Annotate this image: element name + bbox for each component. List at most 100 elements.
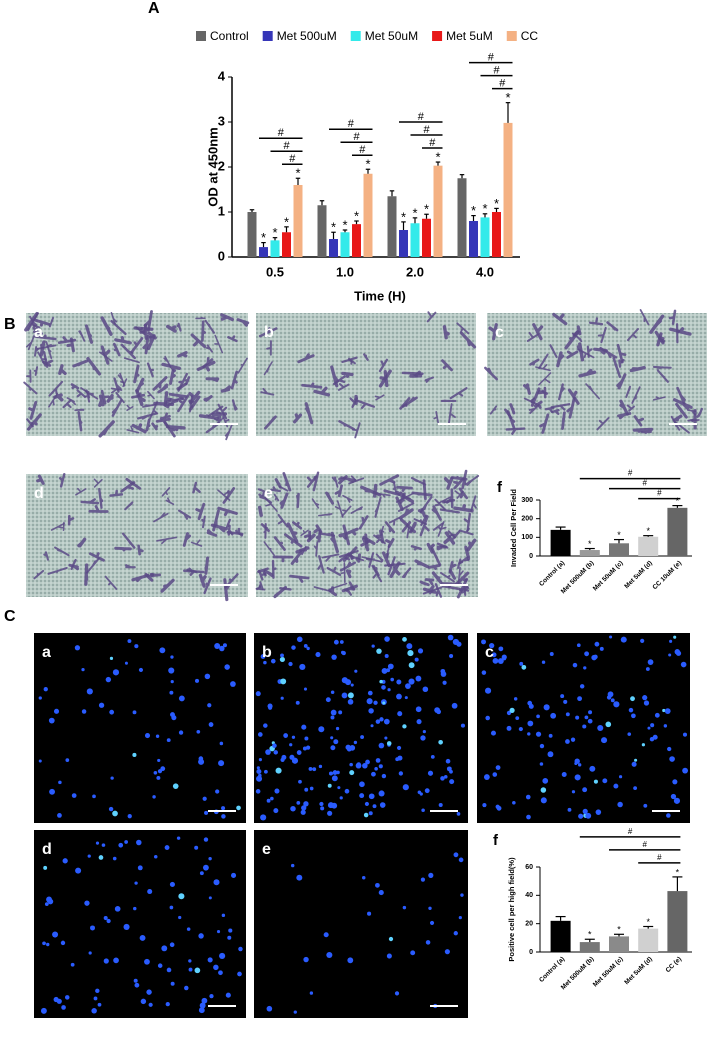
nucleus (647, 727, 650, 730)
x-tick-label: Control (a) (538, 956, 566, 984)
y-tick-label: 40 (525, 892, 533, 899)
bar (481, 217, 490, 257)
nucleus (385, 654, 389, 658)
nucleus (609, 635, 612, 638)
x-tick-label: CC 10uM (e) (652, 560, 684, 592)
nucleus (536, 714, 540, 718)
nucleus (417, 719, 422, 724)
nucleus (514, 697, 517, 700)
legend-swatch (263, 31, 273, 41)
nucleus (457, 812, 461, 816)
nucleus (566, 712, 570, 716)
nucleus (331, 710, 337, 716)
nucleus (63, 858, 68, 863)
bar (248, 212, 257, 257)
nucleus (188, 959, 191, 962)
nucleus (373, 701, 377, 705)
nucleus (369, 793, 375, 799)
nucleus (134, 983, 139, 988)
nucleus (405, 683, 411, 689)
nucleus (540, 744, 544, 748)
nucleus (665, 708, 671, 714)
panel-label: C (4, 608, 16, 625)
x-tick-label: Control (a) (538, 560, 566, 588)
nucleus (256, 789, 261, 794)
nucleus (267, 799, 271, 803)
nucleus (384, 736, 387, 739)
nucleus (215, 789, 219, 793)
image-label: b (262, 644, 272, 661)
nucleus (39, 760, 42, 763)
nucleus (304, 737, 308, 741)
nucleus (536, 732, 541, 737)
nucleus (337, 786, 340, 789)
nucleus (195, 967, 201, 973)
nucleus (376, 648, 381, 653)
nucleus (611, 698, 615, 702)
nucleus (379, 743, 385, 749)
nucleus (406, 643, 412, 649)
nucleus (430, 921, 434, 925)
nucleus (326, 697, 331, 702)
nucleus (331, 691, 335, 695)
panel-label: B (4, 316, 16, 333)
nucleus (170, 942, 175, 947)
nucleus (655, 713, 660, 718)
nucleus (542, 660, 545, 663)
nucleus (113, 857, 117, 861)
nucleus (312, 767, 316, 771)
nucleus (264, 770, 268, 774)
nucleus (280, 678, 286, 684)
nucleus (365, 760, 370, 765)
nucleus (156, 776, 160, 780)
significance-mark: * (365, 157, 370, 172)
nucleus (577, 643, 581, 647)
nucleus (442, 681, 446, 685)
significance-mark: * (505, 90, 510, 105)
nucleus (572, 790, 575, 793)
bar (609, 543, 629, 556)
nucleus (387, 953, 392, 958)
nucleus (526, 795, 531, 800)
legend-label: CC (521, 29, 539, 43)
y-tick-label: 100 (521, 534, 533, 541)
nucleus (563, 700, 567, 704)
nucleus (292, 736, 295, 739)
nucleus (601, 737, 607, 743)
nucleus (159, 647, 165, 653)
nucleus (319, 765, 322, 768)
nucleus (310, 787, 314, 791)
nucleus (452, 703, 458, 709)
nucleus (379, 790, 385, 796)
nucleus (485, 716, 490, 721)
significance-label: # (642, 479, 647, 488)
nucleus (578, 814, 583, 819)
nucleus (607, 695, 611, 699)
significance-label: # (493, 65, 500, 77)
nucleus (575, 774, 581, 780)
nucleus (102, 843, 106, 847)
nucleus (178, 893, 184, 899)
bar (318, 205, 327, 257)
nucleus (84, 900, 89, 905)
significance-label: # (628, 827, 633, 836)
nucleus (627, 732, 631, 736)
nucleus (221, 806, 225, 810)
nucleus (396, 680, 401, 685)
nucleus (333, 739, 338, 744)
nucleus (273, 808, 278, 813)
y-tick-label: 3 (218, 113, 225, 128)
nucleus (510, 708, 515, 713)
nucleus (123, 924, 129, 930)
nucleus (200, 871, 204, 875)
nucleus (49, 789, 55, 795)
nucleus (454, 931, 458, 935)
nucleus (72, 793, 77, 798)
nucleus (380, 802, 386, 808)
nucleus (196, 730, 200, 734)
nucleus (90, 925, 95, 930)
nucleus (298, 780, 302, 784)
bar (580, 550, 600, 556)
micrograph: b (256, 312, 476, 437)
nucleus (502, 655, 507, 660)
